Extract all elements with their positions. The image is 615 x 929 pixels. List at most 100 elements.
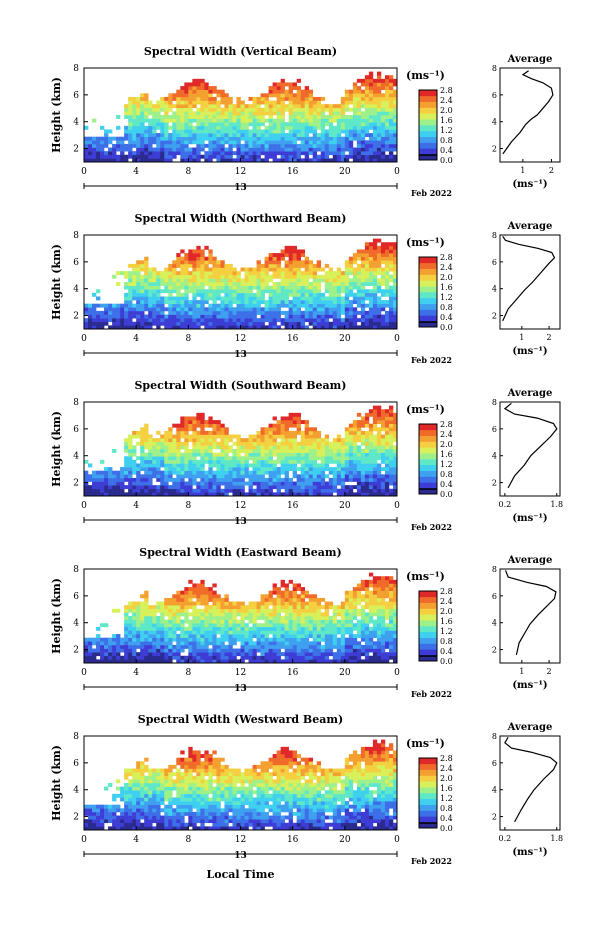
x-tick-label: 4 xyxy=(133,167,139,177)
average-frame xyxy=(499,735,561,831)
y-axis-label: Height (km) xyxy=(50,244,63,320)
panel-title: Spectral Width (Southward Beam) xyxy=(134,379,346,392)
x-tick-label: 0 xyxy=(81,501,87,511)
y-axis-label: Height (km) xyxy=(50,578,63,654)
panel-4: Spectral Width (Eastward Beam) 2 4 6 8 Height… xyxy=(50,546,561,699)
colorbar-label: 2.8 xyxy=(440,587,453,596)
colorbar-label: 2.8 xyxy=(440,86,453,95)
heatmap-cells xyxy=(84,572,398,664)
y-tick-label: 2 xyxy=(73,479,79,489)
colorbar-label: 0.4 xyxy=(440,313,453,322)
x-tick-label: 16 xyxy=(287,668,299,678)
colorbar-label: 2.4 xyxy=(440,597,453,606)
average-line xyxy=(503,402,558,489)
x-tick-label: 4 xyxy=(133,835,139,845)
avg-y-tick-label: 2 xyxy=(492,312,497,321)
avg-y-tick-label: 6 xyxy=(492,759,497,768)
date-label: Feb 2022 xyxy=(411,522,452,532)
avg-y-tick-label: 6 xyxy=(492,91,497,100)
date-label: Feb 2022 xyxy=(411,188,452,198)
x-tick-label: 20 xyxy=(339,167,351,177)
avg-x-tick-label: 1 xyxy=(519,333,524,342)
average-frame xyxy=(499,67,561,163)
avg-x-tick-label: 2 xyxy=(549,166,554,175)
colorbar-label: 2.8 xyxy=(440,420,453,429)
y-tick-label: 8 xyxy=(73,64,79,74)
avg-y-tick-label: 8 xyxy=(492,565,497,574)
colorbar-label: 1.6 xyxy=(440,116,453,125)
x-tick-label: 8 xyxy=(185,334,191,344)
y-axis-label: Height (km) xyxy=(50,77,63,153)
avg-y-tick-label: 2 xyxy=(492,646,497,655)
avg-y-tick-label: 4 xyxy=(492,619,497,628)
colorbar-label: 2.4 xyxy=(440,764,453,773)
colorbar-unit: (ms⁻¹) xyxy=(406,403,445,416)
y-tick-label: 8 xyxy=(73,732,79,742)
panel-title: Spectral Width (Northward Beam) xyxy=(135,212,347,225)
colorbar-label: 1.6 xyxy=(440,283,453,292)
average-frame xyxy=(499,568,561,664)
colorbar-label: 1.2 xyxy=(440,293,453,302)
avg-y-tick-label: 2 xyxy=(492,813,497,822)
x-tick-label: 0 xyxy=(81,668,87,678)
y-tick-label: 4 xyxy=(73,118,79,128)
x-tick-label: 12 xyxy=(235,501,246,511)
avg-y-tick-label: 8 xyxy=(492,732,497,741)
x-tick-label: 0 xyxy=(394,334,400,344)
y-tick-label: 6 xyxy=(73,258,79,268)
avg-y-tick-label: 6 xyxy=(492,592,497,601)
y-tick-label: 2 xyxy=(73,312,79,322)
average-line xyxy=(502,70,554,155)
x-tick-label: 8 xyxy=(185,501,191,511)
x-tick-label: 8 xyxy=(185,835,191,845)
x-tick-label: 12 xyxy=(235,167,246,177)
colorbar: 0.00.40.81.21.62.02.42.8 xyxy=(418,420,453,499)
x-tick-label: 0 xyxy=(394,501,400,511)
avg-y-tick-label: 2 xyxy=(492,479,497,488)
avg-x-tick-label: 1 xyxy=(520,166,525,175)
colorbar-label: 0.8 xyxy=(440,804,453,813)
x-tick-label: 16 xyxy=(287,835,299,845)
colorbar-label: 1.2 xyxy=(440,460,453,469)
colorbar: 0.00.40.81.21.62.02.42.8 xyxy=(418,86,453,165)
y-tick-label: 6 xyxy=(73,91,79,101)
colorbar-label: 0.4 xyxy=(440,480,453,489)
colorbar-label: 1.6 xyxy=(440,784,453,793)
colorbar-label: 2.0 xyxy=(440,106,453,115)
colorbar-label: 2.8 xyxy=(440,754,453,763)
heatmap-cells xyxy=(84,405,398,497)
colorbar-label: 0.8 xyxy=(440,136,453,145)
avg-x-tick-label: 0.2 xyxy=(498,834,511,843)
average-line xyxy=(504,736,558,823)
x-tick-label: 20 xyxy=(339,668,351,678)
avg-y-tick-label: 6 xyxy=(492,258,497,267)
colorbar-unit: (ms⁻¹) xyxy=(406,737,445,750)
x-tick-label: 0 xyxy=(394,668,400,678)
average-unit: (ms⁻¹) xyxy=(512,513,547,524)
heatmap-cells xyxy=(84,739,398,831)
average-title: Average xyxy=(507,54,553,65)
colorbar-label: 1.6 xyxy=(440,450,453,459)
x-tick-label: 12 xyxy=(235,835,246,845)
x-tick-label: 12 xyxy=(235,334,246,344)
x-tick-label: 4 xyxy=(133,668,139,678)
y-tick-label: 4 xyxy=(73,786,79,796)
avg-y-tick-label: 2 xyxy=(492,145,497,154)
y-tick-label: 8 xyxy=(73,398,79,408)
x-tick-label: 16 xyxy=(287,501,299,511)
colorbar-label: 2.4 xyxy=(440,263,453,272)
avg-y-tick-label: 6 xyxy=(492,425,497,434)
date-label: Feb 2022 xyxy=(411,856,452,866)
x-tick-label: 20 xyxy=(339,501,351,511)
avg-y-tick-label: 4 xyxy=(492,786,497,795)
average-unit: (ms⁻¹) xyxy=(512,680,547,691)
avg-x-tick-label: 1.8 xyxy=(550,500,563,509)
x-tick-label: 16 xyxy=(287,167,299,177)
colorbar-label: 2.4 xyxy=(440,430,453,439)
y-tick-label: 6 xyxy=(73,425,79,435)
colorbar-label: 2.0 xyxy=(440,273,453,282)
avg-y-tick-label: 8 xyxy=(492,64,497,73)
y-tick-label: 2 xyxy=(73,813,79,823)
